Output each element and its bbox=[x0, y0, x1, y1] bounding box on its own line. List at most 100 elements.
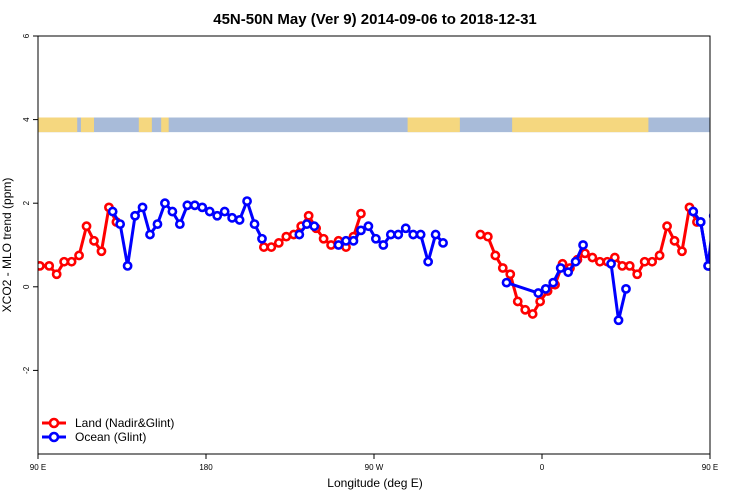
x-tick-label: 90 W bbox=[365, 463, 384, 472]
data-point bbox=[227, 212, 238, 223]
x-tick-label: 180 bbox=[199, 463, 213, 472]
data-point bbox=[38, 261, 45, 271]
data-point bbox=[482, 231, 493, 242]
data-point bbox=[639, 256, 650, 267]
data-point bbox=[66, 256, 77, 267]
legend-swatch-marker bbox=[48, 417, 60, 429]
data-point bbox=[501, 277, 512, 288]
data-point bbox=[348, 235, 359, 246]
data-point bbox=[81, 221, 92, 232]
data-point bbox=[497, 263, 508, 273]
land-band-segment bbox=[38, 117, 78, 133]
data-point bbox=[580, 248, 590, 259]
data-point bbox=[535, 296, 546, 307]
data-point bbox=[400, 223, 411, 234]
data-point bbox=[695, 217, 706, 227]
land-band-segment bbox=[80, 117, 94, 133]
data-point bbox=[632, 269, 643, 280]
data-point bbox=[74, 250, 84, 261]
x-tick-label: 90 E bbox=[30, 463, 46, 472]
y-tick-label: -2 bbox=[22, 366, 31, 374]
data-point bbox=[570, 256, 581, 267]
data-point bbox=[333, 240, 344, 250]
data-point bbox=[341, 235, 351, 246]
data-point bbox=[257, 233, 267, 244]
data-point bbox=[703, 261, 710, 271]
data-point bbox=[563, 267, 574, 278]
data-point bbox=[152, 219, 163, 229]
y-tick-label: 6 bbox=[22, 33, 31, 38]
data-point bbox=[51, 269, 62, 280]
data-point bbox=[712, 212, 719, 219]
x-axis-ticks: 90 E 180 90 W 0 90 E bbox=[30, 454, 718, 472]
data-point bbox=[733, 221, 740, 228]
data-point bbox=[356, 208, 366, 219]
data-point bbox=[430, 229, 441, 240]
data-point bbox=[718, 204, 725, 211]
data-point bbox=[438, 238, 448, 248]
data-point bbox=[59, 256, 70, 267]
data-point bbox=[182, 200, 193, 211]
data-point bbox=[378, 240, 389, 250]
data-point bbox=[212, 210, 223, 221]
legend-swatch-marker bbox=[48, 431, 60, 443]
data-point bbox=[107, 206, 118, 217]
data-point bbox=[242, 196, 252, 207]
data-point bbox=[174, 219, 185, 229]
y-axis-ticks: -2 0 2 4 6 bbox=[22, 33, 38, 374]
data-point bbox=[363, 221, 374, 232]
data-point bbox=[587, 252, 598, 263]
legend-label: Land (Nadir&Glint) bbox=[75, 416, 174, 430]
data-point bbox=[415, 229, 426, 240]
land-band-segment bbox=[719, 118, 750, 133]
legend: Land (Nadir&Glint)Ocean (Glint) bbox=[42, 416, 174, 444]
data-point bbox=[385, 229, 396, 240]
data-point bbox=[294, 229, 305, 240]
data-point bbox=[624, 260, 635, 271]
chart-title: 45N-50N May (Ver 9) 2014-09-06 to 2018-1… bbox=[213, 11, 537, 28]
data-point bbox=[527, 309, 538, 319]
data-point bbox=[96, 246, 107, 257]
data-point bbox=[594, 256, 605, 267]
data-point bbox=[266, 242, 277, 252]
data-point bbox=[326, 240, 336, 250]
data-point bbox=[688, 206, 699, 217]
data-point bbox=[273, 238, 284, 248]
data-point bbox=[44, 260, 55, 271]
data-point bbox=[662, 221, 672, 232]
series-line bbox=[111, 199, 264, 268]
y-tick-label: 0 bbox=[22, 284, 31, 289]
data-point bbox=[281, 231, 292, 242]
x-tick-label: 90 E bbox=[702, 463, 718, 472]
data-point bbox=[160, 198, 170, 209]
data-point bbox=[505, 269, 516, 280]
series-line bbox=[691, 210, 710, 268]
data-point bbox=[490, 250, 501, 261]
data-point bbox=[145, 229, 155, 240]
legend-item: Land (Nadir&Glint) bbox=[42, 416, 174, 430]
data-point bbox=[408, 229, 419, 240]
data-point bbox=[475, 229, 486, 240]
land-band-segment bbox=[138, 117, 152, 133]
y-axis-label: XCO2 - MLO trend (ppm) bbox=[0, 178, 14, 313]
series-land bbox=[38, 202, 702, 319]
data-point bbox=[548, 277, 559, 288]
data-point bbox=[708, 212, 710, 219]
data-point bbox=[204, 206, 215, 217]
land-band-segment bbox=[161, 117, 169, 133]
plot-frame bbox=[37, 35, 711, 455]
data-point bbox=[249, 219, 260, 229]
data-point bbox=[578, 240, 588, 250]
series-ocean bbox=[107, 196, 740, 326]
data-point bbox=[115, 219, 126, 229]
data-point bbox=[520, 304, 531, 315]
data-point bbox=[197, 202, 208, 213]
legend-item: Ocean (Glint) bbox=[42, 430, 146, 444]
data-point bbox=[647, 256, 658, 267]
data-point bbox=[423, 256, 434, 267]
data-point bbox=[318, 233, 329, 244]
data-point bbox=[725, 231, 732, 238]
land-band-segment bbox=[512, 117, 649, 133]
data-point bbox=[606, 258, 616, 269]
